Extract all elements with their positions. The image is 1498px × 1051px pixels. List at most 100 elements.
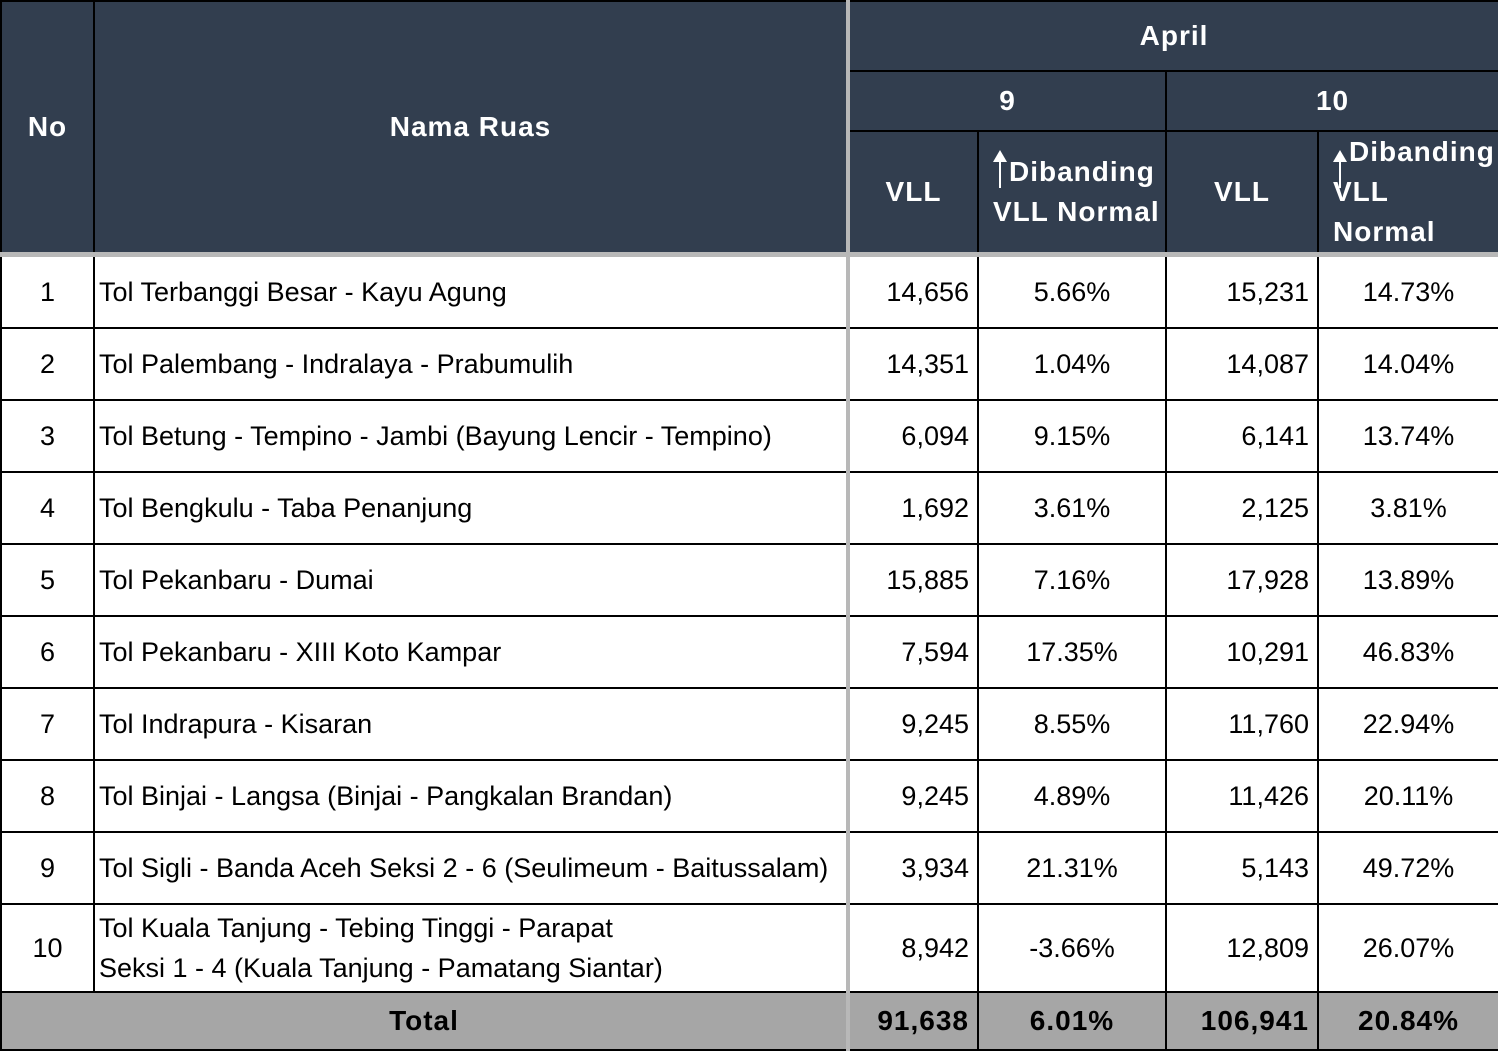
row-name: Tol Pekanbaru - Dumai <box>93 543 850 617</box>
arrow-up-icon <box>993 150 1007 162</box>
row-vll-9: 6,094 <box>847 399 979 473</box>
row-vll-10: 15,231 <box>1165 253 1319 329</box>
row-name-line: Tol Bengkulu - Taba Penanjung <box>99 493 473 523</box>
row-no: 4 <box>0 471 95 545</box>
row-vll-9: 15,885 <box>847 543 979 617</box>
total-pct-10: 20.84% <box>1316 991 1498 1051</box>
row-pct-10: 13.89% <box>1316 543 1498 617</box>
row-pct-9: 5.66% <box>977 253 1167 329</box>
row-no: 5 <box>0 543 95 617</box>
row-name-line: Tol Kuala Tanjung - Tebing Tinggi - Para… <box>99 913 613 943</box>
header-vll-10: VLL <box>1165 130 1319 257</box>
row-pct-9: 17.35% <box>977 615 1167 689</box>
row-name: Tol Palembang - Indralaya - Prabumulih <box>93 327 850 401</box>
header-no: No <box>0 0 95 257</box>
row-vll-10: 2,125 <box>1165 471 1319 545</box>
row-no: 9 <box>0 831 95 905</box>
row-name: Tol Betung - Tempino - Jambi (Bayung Len… <box>93 399 850 473</box>
row-pct-9: 1.04% <box>977 327 1167 401</box>
row-name: Tol Bengkulu - Taba Penanjung <box>93 471 850 545</box>
row-name-line: Tol Pekanbaru - XIII Koto Kampar <box>99 637 502 667</box>
row-name-line: Tol Pekanbaru - Dumai <box>99 565 374 595</box>
row-vll-10: 5,143 <box>1165 831 1319 905</box>
row-no: 1 <box>0 253 95 329</box>
row-pct-10: 49.72% <box>1316 831 1498 905</box>
table-row: 3 Tol Betung - Tempino - Jambi (Bayung Le… <box>0 399 1498 473</box>
row-pct-9: 8.55% <box>977 687 1167 761</box>
table-row: 6 Tol Pekanbaru - XIII Koto Kampar 7,594 17… <box>0 615 1498 689</box>
row-vll-10: 10,291 <box>1165 615 1319 689</box>
table-row: 2 Tol Palembang - Indralaya - Prabumulih 1… <box>0 327 1498 401</box>
row-vll-10: 12,809 <box>1165 903 1319 993</box>
row-name: Tol Indrapura - Kisaran <box>93 687 850 761</box>
row-no: 2 <box>0 327 95 401</box>
row-name-line: Tol Terbanggi Besar - Kayu Agung <box>99 277 507 307</box>
row-no: 6 <box>0 615 95 689</box>
row-vll-9: 9,245 <box>847 759 979 833</box>
table-row: 1 Tol Terbanggi Besar - Kayu Agung 14,656 5… <box>0 253 1498 329</box>
row-no: 3 <box>0 399 95 473</box>
table-header: No Nama Ruas April 9 10 VLL Dibanding VL… <box>0 0 1498 257</box>
row-vll-9: 7,594 <box>847 615 979 689</box>
row-pct-10: 26.07% <box>1316 903 1498 993</box>
arrow-stem-icon <box>999 162 1001 188</box>
table-row: 8 Tol Binjai - Langsa (Binjai - Pangkalan… <box>0 759 1498 833</box>
table-row: 9 Tol Sigli - Banda Aceh Seksi 2 - 6 (Seu… <box>0 831 1498 905</box>
total-row: Total 91,638 6.01% 106,941 20.84% <box>0 991 1498 1051</box>
row-name: Tol Binjai - Langsa (Binjai - Pangkalan … <box>93 759 850 833</box>
row-pct-9: 9.15% <box>977 399 1167 473</box>
vll-normal-label: VLL Normal <box>1333 176 1436 247</box>
header-month: April <box>846 0 1498 72</box>
table-row: 7 Tol Indrapura - Kisaran 9,245 8.55% 11,760… <box>0 687 1498 761</box>
row-name-line: Tol Betung - Tempino - Jambi (Bayung Len… <box>99 421 772 451</box>
row-name: Tol Sigli - Banda Aceh Seksi 2 - 6 (Seul… <box>93 831 850 905</box>
row-pct-10: 22.94% <box>1316 687 1498 761</box>
header-vll-9: VLL <box>847 130 979 257</box>
row-name-line: Tol Palembang - Indralaya - Prabumulih <box>99 349 574 379</box>
row-name-line: Seksi 1 - 4 (Kuala Tanjung - Pamatang Si… <box>99 953 663 983</box>
row-vll-10: 14,087 <box>1165 327 1319 401</box>
header-nama-ruas: Nama Ruas <box>93 0 850 257</box>
row-pct-9: -3.66% <box>977 903 1167 993</box>
row-pct-9: 4.89% <box>977 759 1167 833</box>
row-pct-10: 20.11% <box>1316 759 1498 833</box>
table-footer: Total 91,638 6.01% 106,941 20.84% <box>0 991 1498 1051</box>
row-pct-10: 14.73% <box>1316 253 1498 329</box>
table-row: 10 Tol Kuala Tanjung - Tebing Tinggi - Pa… <box>0 903 1498 993</box>
dibanding-label: Dibanding <box>1009 156 1155 187</box>
total-vll-10: 106,941 <box>1165 991 1319 1051</box>
row-vll-10: 11,760 <box>1165 687 1319 761</box>
header-day-9: 9 <box>847 70 1167 132</box>
row-vll-10: 6,141 <box>1165 399 1319 473</box>
total-vll-9: 91,638 <box>847 991 979 1051</box>
row-vll-9: 3,934 <box>847 831 979 905</box>
row-pct-10: 46.83% <box>1316 615 1498 689</box>
table-row: 4 Tol Bengkulu - Taba Penanjung 1,692 3.61%… <box>0 471 1498 545</box>
row-vll-9: 14,656 <box>847 253 979 329</box>
row-no: 8 <box>0 759 95 833</box>
row-name-line: Tol Indrapura - Kisaran <box>99 709 373 739</box>
row-vll-10: 11,426 <box>1165 759 1319 833</box>
row-name-line: Tol Sigli - Banda Aceh Seksi 2 - 6 (Seul… <box>99 853 829 883</box>
arrow-stem-icon <box>1339 162 1341 188</box>
row-pct-9: 21.31% <box>977 831 1167 905</box>
row-vll-9: 14,351 <box>847 327 979 401</box>
row-no: 10 <box>0 903 95 993</box>
row-vll-9: 9,245 <box>847 687 979 761</box>
row-name-line: Tol Binjai - Langsa (Binjai - Pangkalan … <box>99 781 673 811</box>
total-pct-9: 6.01% <box>977 991 1167 1051</box>
vll-normal-label: VLL Normal <box>993 196 1160 227</box>
header-dibanding-10: Dibanding VLL Normal <box>1316 130 1498 257</box>
row-pct-10: 13.74% <box>1316 399 1498 473</box>
row-pct-10: 14.04% <box>1316 327 1498 401</box>
row-no: 7 <box>0 687 95 761</box>
table-body: 1 Tol Terbanggi Besar - Kayu Agung 14,656 5… <box>0 253 1498 993</box>
row-name: Tol Pekanbaru - XIII Koto Kampar <box>93 615 850 689</box>
arrow-up-icon <box>1333 150 1347 162</box>
row-pct-10: 3.81% <box>1316 471 1498 545</box>
row-name: Tol Terbanggi Besar - Kayu Agung <box>93 253 850 329</box>
dibanding-label: Dibanding <box>1349 136 1495 167</box>
row-pct-9: 7.16% <box>977 543 1167 617</box>
row-vll-10: 17,928 <box>1165 543 1319 617</box>
